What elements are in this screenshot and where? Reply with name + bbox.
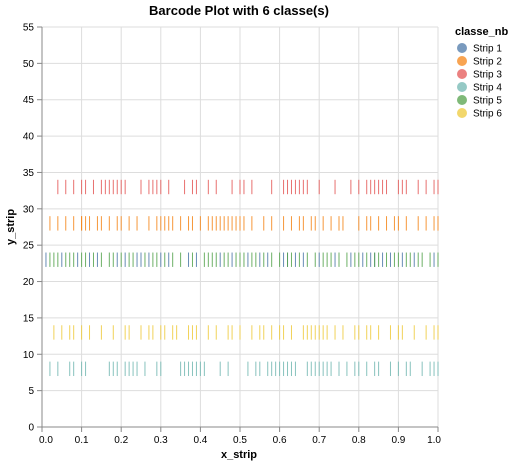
x-tick-label: 0.7 <box>312 435 326 446</box>
legend-label: Strip 2 <box>473 57 502 68</box>
x-tick-label: 0.4 <box>193 435 207 446</box>
y-tick-label: 35 <box>23 168 35 179</box>
axes: 0.0 0.1 0.2 0.3 0.4 0.5 0.6 0.7 0.8 0.9 1.0 0 5 10 15 2… <box>23 23 442 447</box>
legend-swatch <box>457 95 467 105</box>
legend-label: Strip 5 <box>473 96 502 107</box>
y-tick-label: 5 <box>28 386 34 397</box>
x-tick-label: 0.2 <box>114 435 128 446</box>
y-axis-title: y_strip <box>5 209 17 245</box>
x-axis-title: x_strip <box>221 449 257 461</box>
x-tick-label: 0.0 <box>39 435 53 446</box>
legend: classe_nb Strip 1 Strip 2 Strip 3 Strip 4 St… <box>455 26 508 120</box>
legend-swatch <box>457 43 467 53</box>
y-tick-label: 55 <box>23 23 35 34</box>
series-6 <box>41 325 439 340</box>
legend-swatch <box>457 82 467 92</box>
x-tick-label: 0.9 <box>391 435 405 446</box>
series-5 <box>41 252 439 267</box>
legend-label: Strip 6 <box>473 109 502 120</box>
x-tick-label: 0.8 <box>352 435 366 446</box>
x-tick-label: 0.1 <box>75 435 89 446</box>
x-tick-label: 0.6 <box>273 435 287 446</box>
plot-marks <box>41 179 439 377</box>
y-tick-label: 50 <box>23 59 35 70</box>
legend-swatch <box>457 108 467 118</box>
series-1 <box>45 252 435 267</box>
x-tick-label: 0.3 <box>154 435 168 446</box>
x-tick-label: 0.5 <box>233 435 247 446</box>
series-3 <box>41 179 439 195</box>
legend-label: Strip 1 <box>473 44 502 55</box>
legend-title: classe_nb <box>455 26 508 38</box>
legend-swatch <box>457 69 467 79</box>
series-4 <box>41 361 439 377</box>
legend-label: Strip 3 <box>473 70 502 81</box>
series-2 <box>41 216 439 231</box>
legend-label: Strip 4 <box>473 83 502 94</box>
x-tick-label: 1.0 <box>427 435 441 446</box>
y-tick-label: 20 <box>23 277 35 288</box>
y-tick-label: 40 <box>23 132 35 143</box>
y-tick-label: 15 <box>23 313 35 324</box>
legend-swatch <box>457 56 467 66</box>
chart-title: Barcode Plot with 6 classe(s) <box>149 3 329 18</box>
y-tick-label: 45 <box>23 95 35 106</box>
y-tick-label: 0 <box>28 423 34 434</box>
y-tick-label: 30 <box>23 204 35 215</box>
y-tick-label: 10 <box>23 350 35 361</box>
y-tick-label: 25 <box>23 241 35 252</box>
